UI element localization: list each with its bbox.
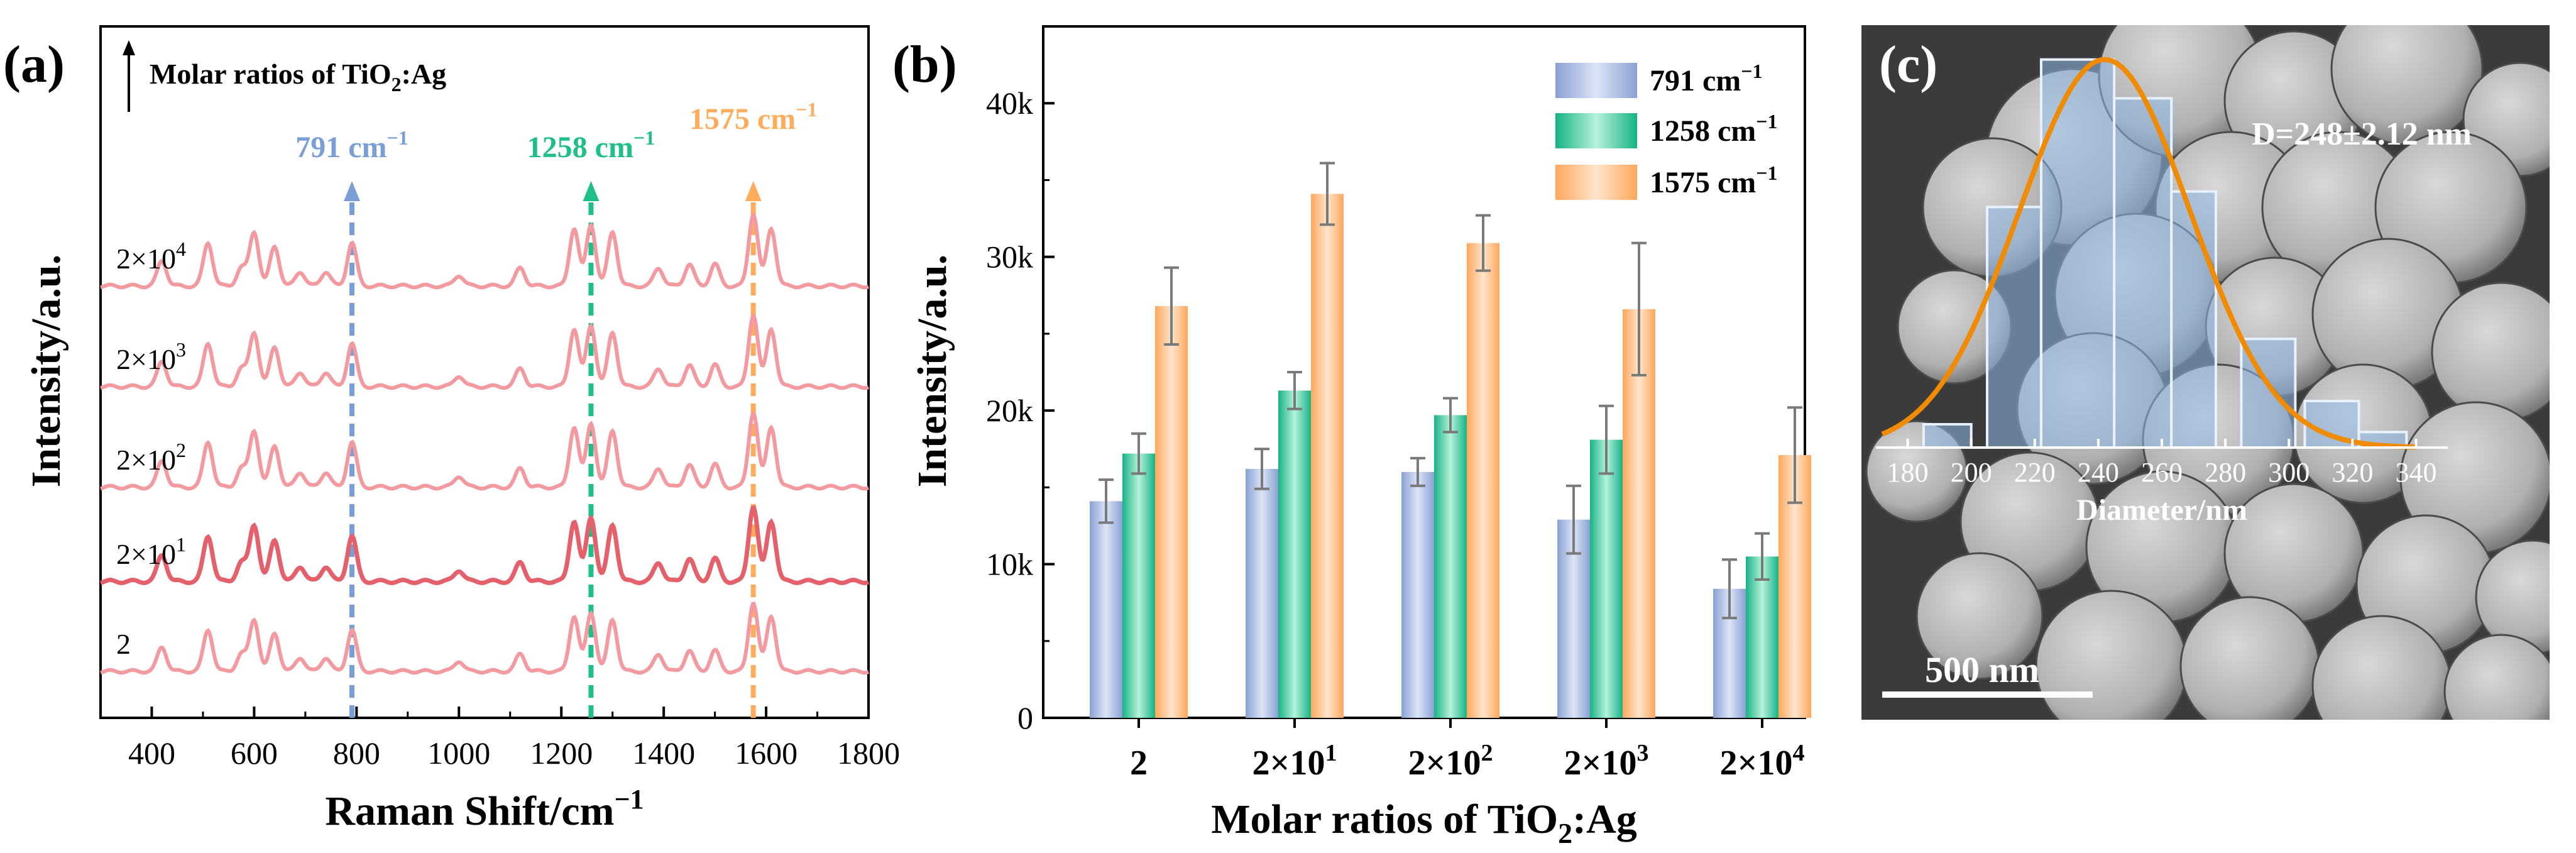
histogram-tick-label-200: 200: [1951, 457, 1992, 488]
series-label-2×10^3: 2×103: [116, 338, 186, 375]
marker-arrow-icon: [745, 181, 762, 201]
ratio-arrow-head-icon: [123, 40, 135, 55]
series-label-2×10^4: 2×104: [116, 238, 186, 275]
bar-1258cm-4: [1746, 556, 1779, 718]
histogram-tick-label-320: 320: [2332, 457, 2373, 488]
spectrum-2×10^4: [100, 213, 870, 290]
bar-1258cm-3: [1590, 439, 1623, 718]
histogram-tick-label-220: 220: [2014, 457, 2056, 488]
category-label-2: 2×102: [1408, 740, 1493, 783]
x-tick-label-1200: 1200: [530, 735, 593, 771]
spectrum-2: [100, 602, 869, 675]
panel-c-label: (c): [1879, 35, 1937, 94]
sem-particle: [2311, 615, 2452, 720]
histogram-tick-label-180: 180: [1887, 457, 1929, 488]
histogram-tick-label-280: 280: [2205, 457, 2246, 488]
sem-particle: [2443, 634, 2550, 720]
marker-label-791: 791 cm−1: [295, 126, 408, 164]
histogram-tick-label-260: 260: [2141, 457, 2183, 488]
sem-particle: [2179, 596, 2320, 720]
panel-b-xlabel: Molar ratios of TiO2:Ag: [1211, 796, 1636, 849]
histogram-bar-3: [2113, 97, 2173, 449]
marker-arrow-icon: [344, 181, 361, 201]
series-label-2×10^2: 2×102: [116, 439, 186, 476]
category-label-3: 2×103: [1564, 740, 1649, 783]
sem-particle: [2431, 282, 2550, 422]
panel-a: (a) 791 cm−1 1258 cm−1 1575 cm−1 2 2×101 2×1…: [3, 25, 900, 834]
x-tick-label-400: 400: [128, 735, 175, 771]
x-tick-label-1400: 1400: [632, 735, 695, 771]
ratio-arrow-label: Molar ratios of TiO2:Ag: [150, 58, 446, 96]
y-tick-label-10k: 10k: [986, 547, 1033, 582]
panel-b-ylabel: Intensity/a.u.: [909, 255, 955, 487]
histogram-tick-label-240: 240: [2078, 457, 2119, 488]
marker-arrow-icon: [583, 181, 600, 201]
category-label-4: 2×104: [1720, 740, 1805, 783]
bar-791cm-0: [1090, 501, 1122, 718]
bar-1575cm-1: [1311, 194, 1344, 718]
legend-label-1: 1258 cm−1: [1650, 110, 1778, 148]
series-label-2×10^1: 2×101: [116, 533, 186, 570]
panel-a-frame: [99, 25, 870, 719]
histogram-bar-2: [2039, 58, 2116, 449]
legend-swatch-0: [1555, 63, 1637, 98]
histogram-bar-0: [1922, 422, 1973, 449]
y-tick-label-0: 0: [1017, 700, 1033, 735]
histogram-bar-1: [1985, 206, 2042, 449]
spectrum-2×10^2: [100, 411, 869, 491]
x-tick-label-600: 600: [231, 735, 278, 771]
x-tick-label-1800: 1800: [837, 735, 900, 771]
panel-a-xlabel: Raman Shift/cm−1: [325, 784, 644, 834]
category-label-0: 2: [1130, 744, 1148, 783]
scale-bar-label: 500 nm: [1925, 649, 2039, 690]
series-label-2: 2: [116, 628, 131, 660]
marker-label-1258: 1258 cm−1: [527, 126, 655, 164]
y-tick-label-30k: 30k: [986, 239, 1033, 275]
bar-1575cm-0: [1155, 305, 1188, 718]
spectrum-2×10^3: [100, 314, 870, 390]
bar-1575cm-3: [1623, 309, 1655, 718]
histogram-tick-label-340: 340: [2395, 457, 2436, 488]
sem-particle: [1916, 552, 2044, 680]
sem-particle: [2035, 590, 2188, 720]
bar-1258cm-0: [1122, 453, 1155, 718]
bar-1575cm-2: [1467, 243, 1499, 718]
bar-1258cm-2: [1434, 415, 1467, 718]
gaussian-fit-curve: [1881, 57, 2416, 450]
panel-a-ylabel: Intensity/a.u.: [23, 255, 69, 487]
bar-791cm-2: [1401, 471, 1434, 718]
legend-swatch-2: [1555, 165, 1637, 200]
diameter-annotation: D=248±2.12 nm: [2252, 116, 2472, 152]
histogram-bar-5: [2240, 338, 2297, 449]
panel-b: (b) 0 10k 20k 30k 40k 2 2×101 2×102 2×103 2×104 7…: [892, 25, 1811, 849]
panel-c: 180 200 220 240 260 280 300 320 340 Diameter/nm (…: [1861, 25, 2550, 720]
bar-1258cm-1: [1278, 390, 1311, 718]
legend-label-0: 791 cm−1: [1650, 60, 1763, 97]
sem-particle: [2330, 25, 2484, 146]
histogram-bar-4: [2170, 190, 2217, 449]
histogram-xlabel: Diameter/nm: [2076, 493, 2247, 527]
x-tick-label-1600: 1600: [735, 735, 797, 771]
panel-b-label: (b): [892, 35, 957, 94]
legend-label-2: 1575 cm−1: [1650, 162, 1778, 199]
panel-b-legend: 791 cm−1 1258 cm−1 1575 cm−1: [1555, 60, 1778, 200]
bar-791cm-1: [1246, 469, 1278, 718]
panel-a-label: (a): [3, 35, 65, 94]
category-label-1: 2×101: [1252, 740, 1337, 783]
marker-label-1575: 1575 cm−1: [689, 98, 818, 136]
legend-swatch-1: [1555, 113, 1637, 148]
spectrum-2×10^1: [100, 505, 870, 585]
x-tick-label-1000: 1000: [427, 735, 490, 771]
y-tick-label-40k: 40k: [986, 85, 1033, 121]
x-tick-label-800: 800: [333, 735, 380, 771]
histogram-tick-label-300: 300: [2268, 457, 2310, 488]
y-tick-label-20k: 20k: [986, 393, 1033, 428]
